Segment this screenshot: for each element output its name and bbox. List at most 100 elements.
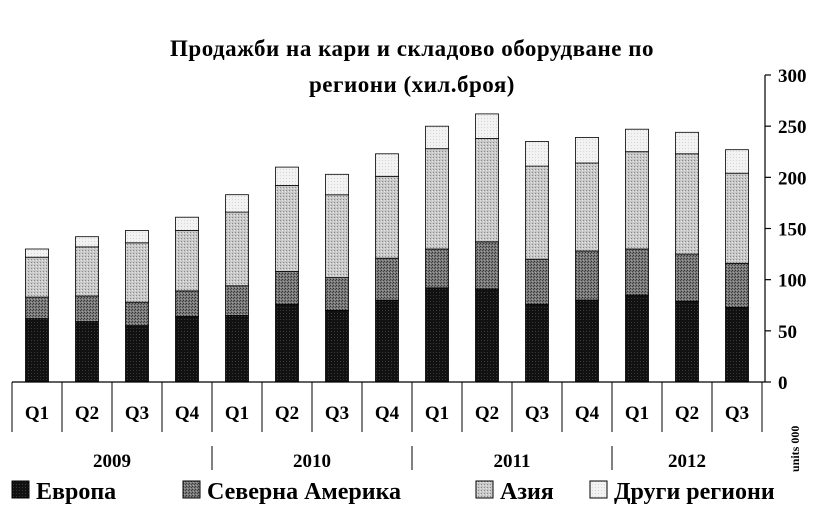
bar-4-4 [175, 216, 199, 231]
y-axis-label: units 000 [788, 426, 802, 472]
category-label-14: Q2 [675, 403, 699, 424]
y-tick-label-6: 250 [778, 117, 807, 138]
legend: Европа Северна Америка Азия Други региони [11, 479, 775, 505]
legend-swatch-2 [182, 480, 201, 499]
bar-2-4 [175, 290, 199, 317]
bar-3-2 [75, 246, 99, 297]
bar-2-3 [125, 301, 149, 327]
category-label-11: Q3 [525, 403, 549, 424]
bar-4-12 [575, 136, 599, 164]
legend-label-2: Северна Америка [207, 479, 401, 505]
year-label-1: 2009 [93, 451, 131, 472]
bar-3-7 [325, 194, 349, 278]
bar-1-9 [425, 287, 449, 383]
bar-1-8 [375, 299, 399, 383]
bar-2-7 [325, 277, 349, 311]
bar-4-15 [725, 149, 749, 174]
bar-1-10 [475, 288, 499, 383]
bar-2-14 [675, 253, 699, 302]
bar-area [25, 113, 749, 383]
category-label-1: Q1 [25, 403, 49, 424]
year-label-2: 2010 [293, 451, 331, 472]
legend-swatch-4 [589, 480, 608, 499]
year-label-4: 2012 [668, 451, 706, 472]
category-label-10: Q2 [475, 403, 499, 424]
bar-4-10 [475, 113, 499, 139]
bar-4-2 [75, 236, 99, 248]
bar-2-2 [75, 295, 99, 323]
legend-label-1: Европа [36, 479, 116, 505]
bar-3-4 [175, 230, 199, 292]
category-label-4: Q4 [175, 403, 200, 424]
bar-1-11 [525, 303, 549, 383]
bar-1-5 [225, 315, 249, 383]
y-tick-label-1: 0 [778, 373, 788, 394]
bar-2-13 [625, 248, 649, 296]
chart-title-line-1: Продажби на кари и складово оборудване п… [170, 36, 654, 61]
bar-4-7 [325, 173, 349, 196]
bar-1-1 [25, 318, 49, 383]
category-label-13: Q1 [625, 403, 649, 424]
bar-4-8 [375, 153, 399, 177]
bar-3-13 [625, 151, 649, 250]
chart-title-line-2: региони (хил.броя) [309, 72, 515, 97]
category-label-15: Q3 [725, 403, 749, 424]
y-tick-label-5: 200 [778, 168, 807, 189]
bar-3-6 [275, 185, 299, 272]
bar-1-12 [575, 299, 599, 383]
bar-1-3 [125, 325, 149, 383]
legend-swatch-1 [11, 480, 30, 499]
bar-1-6 [275, 303, 299, 383]
bar-2-8 [375, 257, 399, 301]
category-label-5: Q1 [225, 403, 249, 424]
bar-4-6 [275, 166, 299, 186]
y-tick-label-7: 300 [778, 66, 807, 87]
legend-label-4: Други региони [614, 479, 775, 505]
category-label-2: Q2 [75, 403, 99, 424]
bar-3-12 [575, 162, 599, 252]
bar-4-14 [675, 131, 699, 155]
bar-4-9 [425, 125, 449, 150]
bar-3-1 [25, 256, 49, 298]
bar-3-8 [375, 175, 399, 259]
year-label-3: 2011 [494, 451, 531, 472]
y-tick-label-2: 50 [778, 322, 797, 343]
bar-1-4 [175, 316, 199, 383]
bar-3-10 [475, 137, 499, 243]
category-label-7: Q3 [325, 403, 349, 424]
bar-3-3 [125, 242, 149, 303]
bar-3-15 [725, 172, 749, 264]
bar-1-13 [625, 294, 649, 383]
bar-2-11 [525, 258, 549, 305]
bar-4-5 [225, 194, 249, 213]
legend-swatch-3 [475, 480, 494, 499]
bar-1-14 [675, 300, 699, 383]
bar-1-2 [75, 321, 99, 383]
bar-2-12 [575, 250, 599, 301]
bar-2-1 [25, 296, 49, 320]
bar-1-15 [725, 306, 749, 383]
category-label-8: Q4 [375, 403, 400, 424]
legend-label-3: Азия [500, 479, 554, 505]
x-axis: Q1 Q2 Q3 Q4 Q1 Q2 Q3 Q4 Q1 Q2 Q3 Q4 Q1 Q2 Q3 2009 2010 20… [11, 381, 765, 472]
y-axis: 0 50 100 150 200 250 300 [764, 66, 807, 394]
bar-2-6 [275, 271, 299, 305]
category-label-9: Q1 [425, 403, 449, 424]
bar-2-10 [475, 241, 499, 290]
y-tick-label-4: 150 [778, 220, 807, 241]
bar-4-13 [625, 128, 649, 153]
bar-3-11 [525, 165, 549, 260]
bar-3-5 [225, 211, 249, 287]
bar-1-7 [325, 309, 349, 383]
bar-2-5 [225, 285, 249, 316]
bar-4-3 [125, 230, 149, 244]
category-label-6: Q2 [275, 403, 299, 424]
bar-2-9 [425, 248, 449, 289]
bar-4-1 [25, 248, 49, 258]
y-tick-label-3: 100 [778, 271, 807, 292]
bar-4-11 [525, 141, 549, 167]
category-label-12: Q4 [575, 403, 600, 424]
bar-3-9 [425, 148, 449, 250]
bar-3-14 [675, 153, 699, 255]
